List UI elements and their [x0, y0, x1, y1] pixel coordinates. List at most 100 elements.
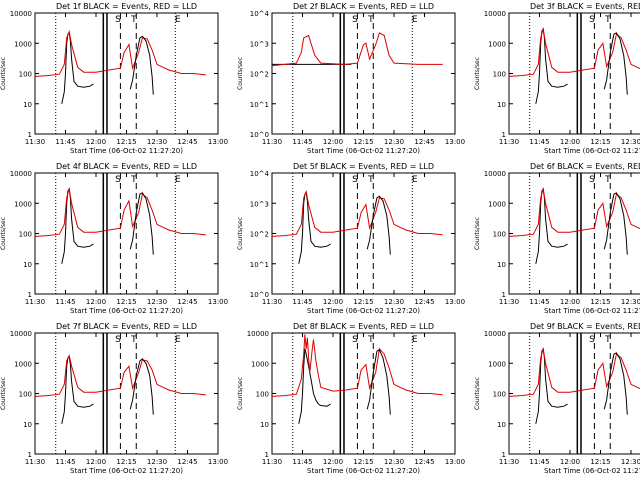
y-tick-label: 100 — [19, 391, 32, 399]
x-tick-label: 12:45 — [414, 138, 434, 146]
y-tick-label: 1 — [28, 291, 32, 299]
x-tick-label: 12:30 — [147, 138, 167, 146]
y-tick-label: 100 — [493, 231, 506, 239]
detector-panel-3: Det 3f BLACK = Events, RED = LLD 1 10 100 10… — [474, 2, 640, 155]
x-tick-label: 12:00 — [86, 458, 106, 466]
lld-series-line — [508, 188, 640, 237]
lld-series-line — [34, 188, 206, 237]
plot-frame — [271, 12, 456, 135]
y-tick-label: 10^1 — [250, 101, 269, 109]
y-tick-label: 1 — [502, 291, 506, 299]
x-tick-label: 12:00 — [86, 138, 106, 146]
panel-title: Det 6f BLACK = Events, RED = LLD — [530, 162, 640, 171]
y-tick-label: 10000 — [484, 10, 506, 18]
marker-annotation: T — [367, 335, 374, 345]
x-tick-label: 12:30 — [147, 458, 167, 466]
marker-annotation: S — [589, 15, 595, 25]
panel-title: Det 1f BLACK = Events, RED = LLD — [56, 2, 197, 11]
detector-panel-2: Det 2f BLACK = Events, RED = LLD 10^0 10^1… — [237, 2, 465, 155]
x-tick-label: 11:30 — [499, 138, 519, 146]
x-tick-label: 11:30 — [499, 298, 519, 306]
detector-panel-1: Det 1f BLACK = Events, RED = LLD 1 10 100 10… — [0, 2, 228, 155]
panel-title: Det 4f BLACK = Events, RED = LLD — [56, 162, 197, 171]
y-tick-label: 1 — [502, 451, 506, 459]
events-series-line — [603, 192, 628, 255]
x-axis-label: Start Time (06-Oct-02 11:27:20) — [307, 147, 420, 155]
plot-frame — [508, 332, 640, 455]
events-series-line — [298, 191, 331, 264]
plot-frame — [508, 12, 640, 135]
y-axis-label: Counts/sec — [237, 217, 244, 250]
marker-annotation: E — [412, 335, 418, 345]
y-tick-label: 10000 — [10, 170, 32, 178]
x-tick-label: 11:30 — [262, 138, 282, 146]
marker-annotation: T — [367, 15, 374, 25]
y-tick-label: 10^0 — [250, 131, 269, 139]
x-tick-label: 12:15 — [353, 458, 373, 466]
x-tick-label: 11:30 — [25, 458, 45, 466]
y-tick-label: 1 — [28, 451, 32, 459]
panel-title: Det 3f BLACK = Events, RED = LLD — [530, 2, 640, 11]
x-tick-label: 12:30 — [384, 138, 404, 146]
marker-annotation: T — [604, 335, 611, 345]
x-tick-label: 12:30 — [384, 298, 404, 306]
y-tick-label: 10 — [497, 101, 506, 109]
y-tick-label: 1000 — [488, 40, 506, 48]
x-tick-label: 12:00 — [86, 298, 106, 306]
y-tick-label: 1 — [502, 131, 506, 139]
y-tick-label: 100 — [493, 71, 506, 79]
x-tick-label: 11:30 — [262, 298, 282, 306]
lld-series-line — [271, 334, 443, 397]
marker-annotation: S — [352, 335, 358, 345]
events-series-line — [603, 352, 628, 415]
y-tick-label: 10000 — [247, 330, 269, 338]
lld-series-line — [34, 29, 206, 77]
x-tick-label: 12:30 — [147, 298, 167, 306]
marker-annotation: S — [115, 175, 121, 185]
events-series-line — [61, 31, 94, 104]
events-series-line — [129, 358, 154, 415]
events-series-line — [366, 348, 391, 415]
x-tick-label: 13:00 — [208, 458, 228, 466]
x-axis-label: Start Time (06-Oct-02 11:27:20) — [307, 467, 420, 475]
x-axis-label: Start Time (06-Oct-02 11:27:20) — [70, 147, 183, 155]
y-axis-label: Counts/sec — [237, 377, 244, 410]
x-tick-label: 11:45 — [55, 458, 75, 466]
lld-series-line — [34, 353, 206, 397]
y-tick-label: 10000 — [10, 330, 32, 338]
x-tick-label: 11:45 — [292, 298, 312, 306]
y-axis-label: Counts/sec — [474, 377, 481, 410]
y-tick-label: 10 — [23, 421, 32, 429]
x-tick-label: 11:30 — [262, 458, 282, 466]
x-tick-label: 11:30 — [499, 458, 519, 466]
x-tick-label: 11:45 — [55, 138, 75, 146]
y-tick-label: 1000 — [488, 200, 506, 208]
x-tick-label: 12:00 — [323, 458, 343, 466]
x-tick-label: 12:15 — [353, 138, 373, 146]
marker-annotation: E — [175, 15, 181, 25]
y-tick-label: 1000 — [251, 360, 269, 368]
x-tick-label: 13:00 — [445, 298, 465, 306]
y-axis-label: Counts/sec — [0, 377, 7, 410]
lld-series-line — [508, 28, 640, 77]
y-tick-label: 10 — [497, 421, 506, 429]
x-tick-label: 11:45 — [292, 138, 312, 146]
x-axis-label: Start Time (06-Oct-02 11:27:20) — [544, 147, 640, 155]
y-tick-label: 10 — [497, 261, 506, 269]
events-series-line — [298, 348, 331, 424]
events-series-line — [366, 195, 391, 255]
y-tick-label: 10^3 — [250, 40, 269, 48]
y-tick-label: 10^2 — [250, 231, 269, 239]
y-tick-label: 100 — [256, 391, 269, 399]
marker-annotation: T — [604, 15, 611, 25]
panel-title: Det 9f BLACK = Events, RED = LLD — [530, 322, 640, 331]
y-axis-label: Counts/sec — [237, 57, 244, 90]
x-tick-label: 11:45 — [292, 458, 312, 466]
y-tick-label: 10000 — [484, 170, 506, 178]
lld-series-line — [508, 348, 640, 397]
y-tick-label: 1000 — [14, 40, 32, 48]
events-series-line — [129, 192, 154, 255]
y-tick-label: 10 — [23, 101, 32, 109]
y-tick-label: 10000 — [484, 330, 506, 338]
x-tick-label: 13:00 — [445, 458, 465, 466]
